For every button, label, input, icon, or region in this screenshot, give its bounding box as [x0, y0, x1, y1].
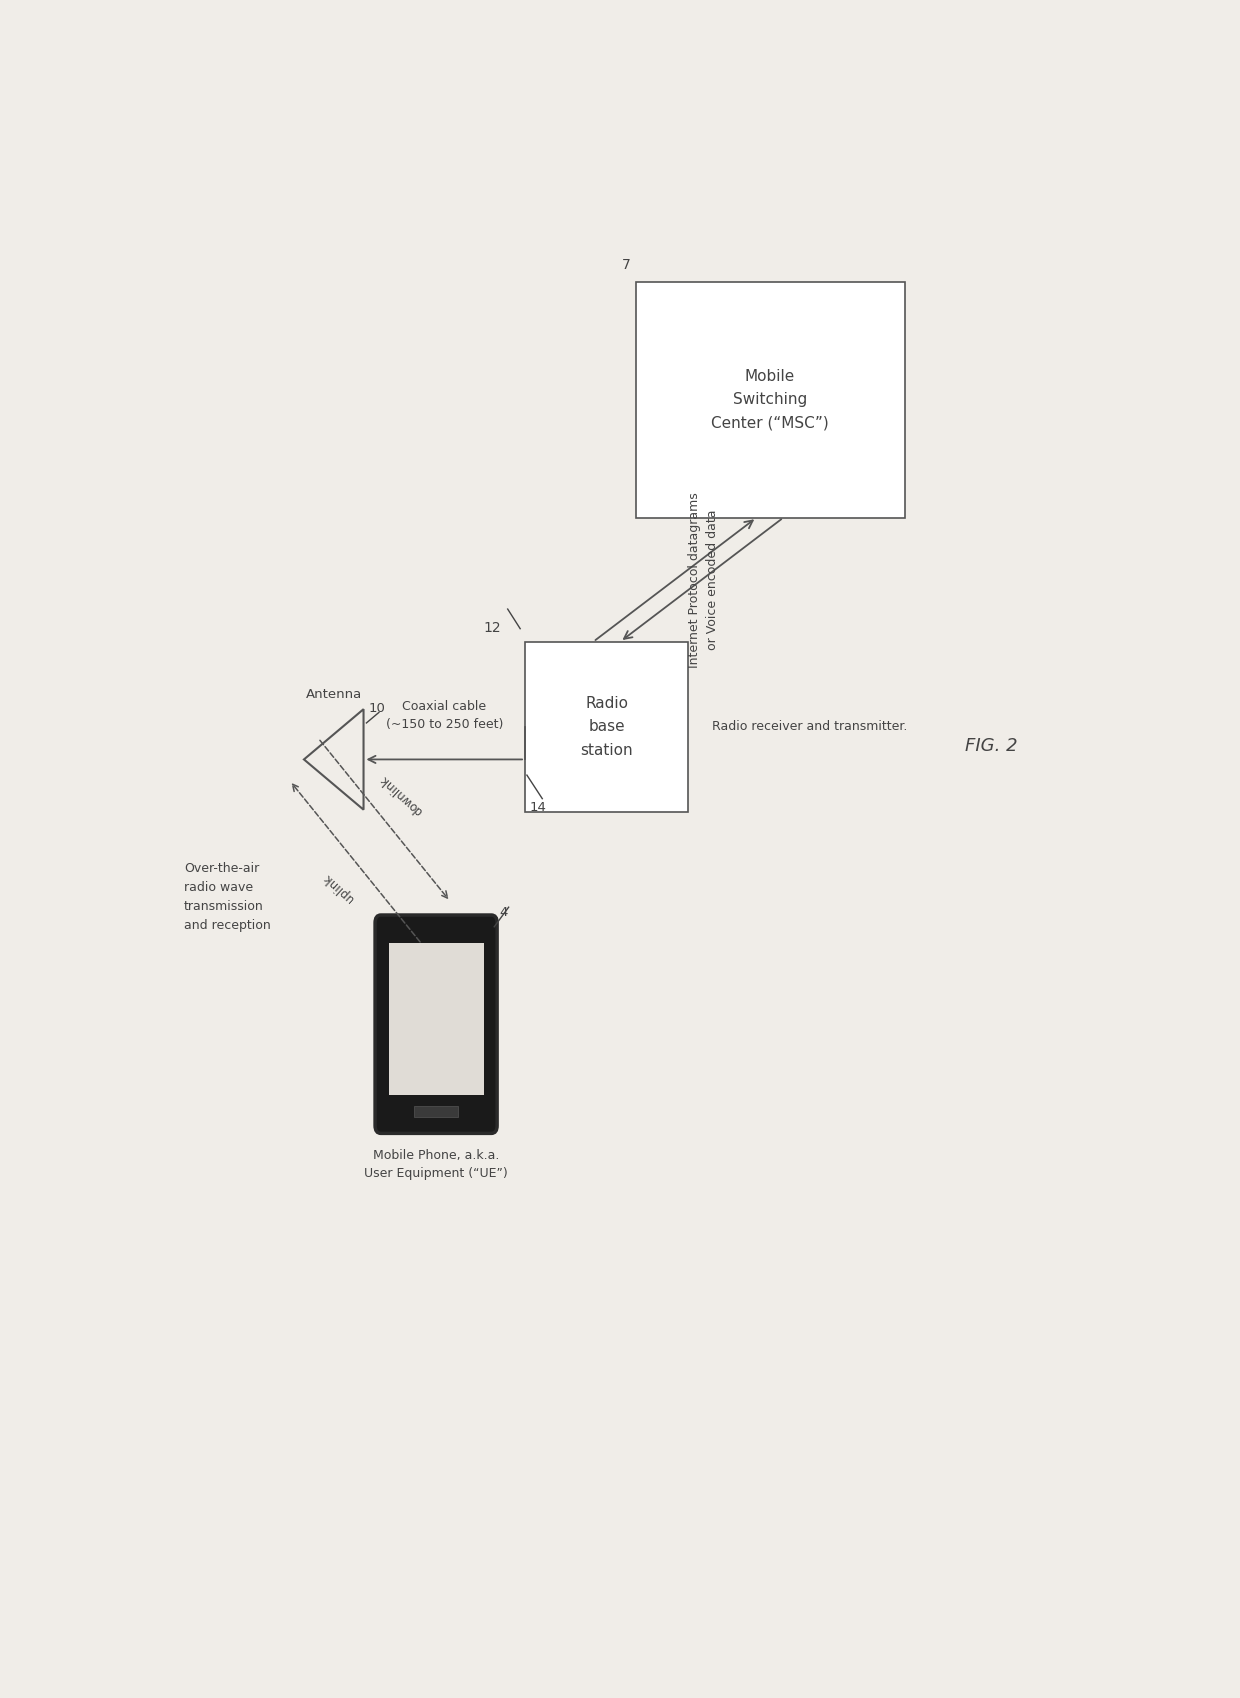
Text: Coaxial cable
(~150 to 250 feet): Coaxial cable (~150 to 250 feet)	[386, 700, 503, 730]
Bar	[388, 942, 484, 1095]
Text: Antenna: Antenna	[306, 688, 362, 701]
Text: Mobile
Switching
Center (“MSC”): Mobile Switching Center (“MSC”)	[712, 368, 828, 431]
Text: Internet Protocol datagrams
or Voice encoded data: Internet Protocol datagrams or Voice enc…	[688, 492, 719, 667]
FancyBboxPatch shape	[374, 915, 497, 1133]
Text: downlink: downlink	[377, 771, 425, 817]
Text: 7: 7	[622, 258, 631, 272]
Text: 10: 10	[368, 701, 386, 715]
Bar	[414, 1107, 459, 1117]
Bar	[635, 282, 905, 518]
Text: 4: 4	[498, 907, 507, 919]
Bar	[525, 642, 688, 812]
Text: FIG. 2: FIG. 2	[965, 737, 1017, 756]
Text: Over-the-air
radio wave
transmission
and reception: Over-the-air radio wave transmission and…	[184, 861, 270, 932]
Text: Radio receiver and transmitter.: Radio receiver and transmitter.	[713, 720, 908, 734]
Text: uplink: uplink	[321, 871, 356, 905]
Text: Radio
base
station: Radio base station	[580, 696, 632, 757]
Text: Mobile Phone, a.k.a.
User Equipment (“UE”): Mobile Phone, a.k.a. User Equipment (“UE…	[365, 1150, 508, 1180]
Text: 14: 14	[529, 801, 547, 815]
Text: 12: 12	[484, 621, 501, 635]
